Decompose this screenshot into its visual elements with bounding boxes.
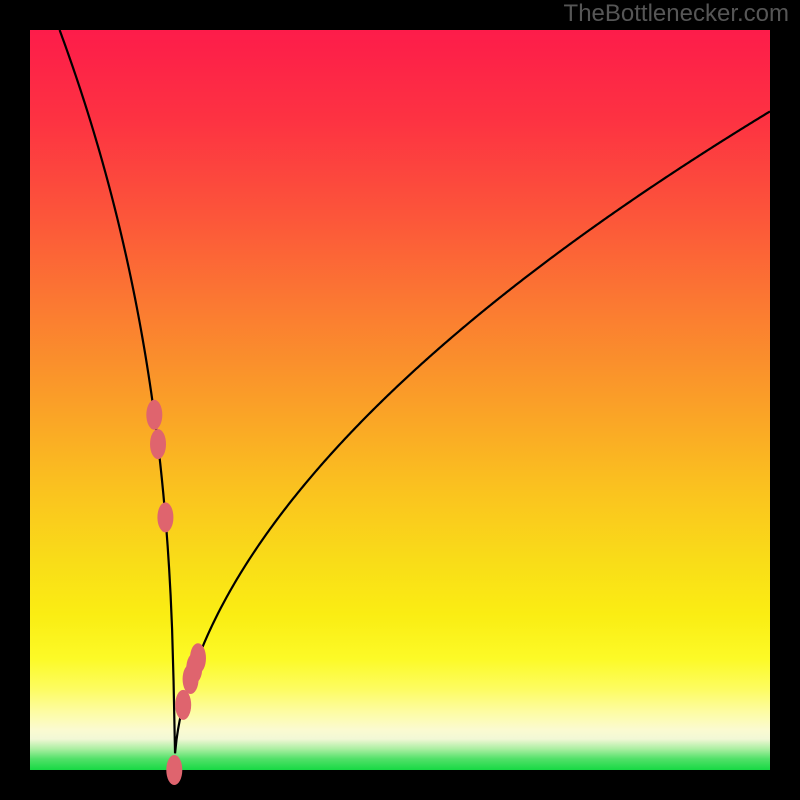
bottleneck-chart-container: TheBottlenecker.com	[0, 0, 800, 800]
curve-marker	[146, 400, 162, 430]
curve-marker	[190, 643, 206, 673]
chart-gradient-background	[30, 30, 770, 770]
curve-marker	[150, 429, 166, 459]
bottleneck-chart-svg	[0, 0, 800, 800]
curve-marker	[166, 755, 182, 785]
curve-marker	[175, 690, 191, 720]
curve-marker	[157, 502, 173, 532]
